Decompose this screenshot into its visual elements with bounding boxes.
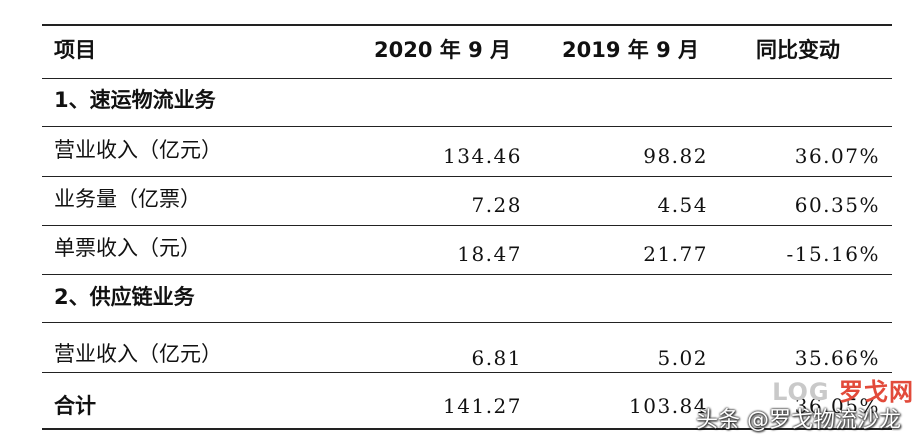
section-title: 1、速运物流业务 [54,88,216,112]
row-label: 业务量（亿票） [54,187,201,211]
value-2020: 134.46 [443,144,522,168]
row-label: 单票收入（元） [54,236,201,260]
row-divider [42,225,892,226]
value-yoy: 60.35% [794,193,880,217]
value-yoy: -15.16% [786,242,880,266]
value-yoy: 36.07% [794,144,880,168]
value-2019: 4.54 [657,193,708,217]
table-bottom-rule [42,428,892,430]
data-table: 项目 2020 年 9 月 2019 年 9 月 同比变动 1、速运物流业务 营… [42,24,892,432]
total-yoy: 36.05% [794,394,880,418]
header-2019: 2019 年 9 月 [562,38,699,62]
value-2019: 5.02 [657,346,708,370]
row-divider [42,274,892,275]
row-divider [42,372,892,373]
logo-text-right: 罗戈网 [839,378,914,406]
value-2019: 98.82 [643,144,708,168]
total-label: 合计 [54,394,96,418]
row-divider [42,78,892,79]
row-divider [42,126,892,127]
header-item: 项目 [54,38,96,62]
header-yoy: 同比变动 [756,38,840,62]
value-2019: 21.77 [643,242,708,266]
watermark-logo: LOG 罗戈网 [772,372,914,407]
value-yoy: 35.66% [794,346,880,370]
value-2020: 6.81 [471,346,522,370]
row-label: 营业收入（亿元） [54,138,222,162]
section-title: 2、供应链业务 [54,285,195,309]
total-2019: 103.84 [629,394,708,418]
header-2020: 2020 年 9 月 [374,38,511,62]
table-top-rule [42,24,892,26]
value-2020: 18.47 [457,242,522,266]
row-divider [42,176,892,177]
watermark: LOG 罗戈网 头条 @罗戈物流沙龙 [686,368,922,438]
value-2020: 7.28 [471,193,522,217]
watermark-text: 头条 @罗戈物流沙龙 [696,408,901,433]
row-divider [42,322,892,323]
row-label: 营业收入（亿元） [54,342,222,366]
logo-text-left: LOG [772,378,830,406]
total-2020: 141.27 [443,394,522,418]
